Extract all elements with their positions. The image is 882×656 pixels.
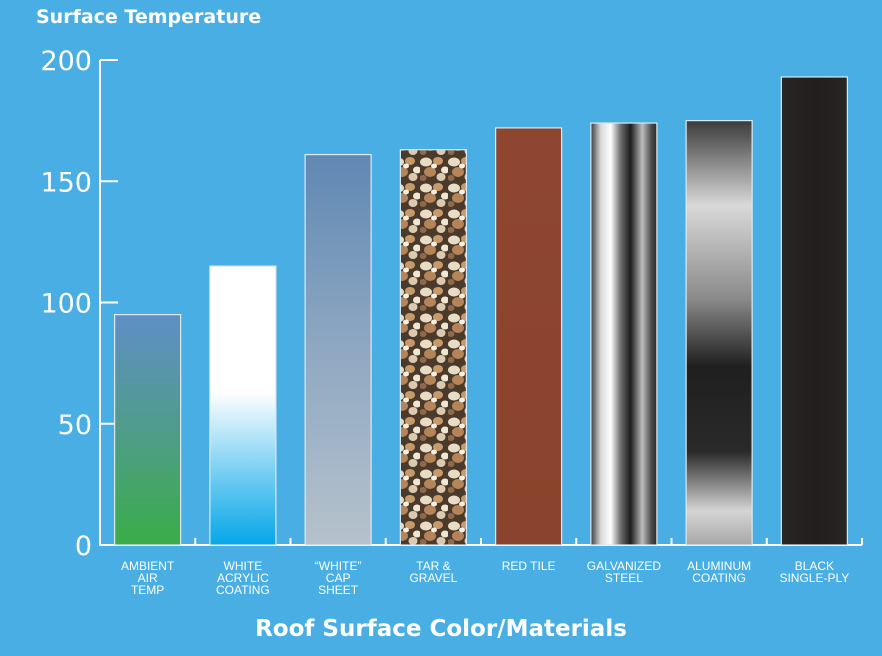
bar [495, 127, 563, 546]
x-tick-label: AMBIENT [121, 559, 175, 573]
x-tick-label: RED TILE [502, 559, 556, 573]
x-tick-label: BLACK [795, 559, 834, 573]
y-tick-label: 50 [58, 410, 92, 441]
x-tick-label: SHEET [318, 583, 359, 597]
bar [590, 122, 658, 546]
y-tick-label: 200 [40, 46, 92, 77]
x-tick-label: AIR [138, 571, 158, 585]
x-axis-label: Roof Surface Color/Materials [255, 616, 627, 642]
x-tick-label: GALVANIZED [587, 559, 662, 573]
x-tick-label: SINGLE-PLY [779, 571, 849, 585]
x-tick-label: ALUMINUM [687, 559, 751, 573]
x-tick-label: TEMP [131, 583, 164, 597]
y-tick-label: 0 [75, 531, 92, 562]
bar [399, 149, 467, 546]
y-tick-label: 100 [40, 289, 92, 320]
x-tick-label: STEEL [605, 571, 643, 585]
x-tick-label: “WHITE” [315, 559, 362, 573]
x-tick-label: WHITE [224, 559, 263, 573]
y-tick-label: 150 [40, 167, 92, 198]
x-tick-label: COATING [692, 571, 746, 585]
x-tick-label: CAP [326, 571, 351, 585]
chart-title: Surface Temperature [36, 6, 262, 28]
bar [209, 265, 277, 546]
bar [304, 153, 372, 546]
bar [114, 314, 182, 546]
x-tick-label: ACRYLIC [217, 571, 269, 585]
bar [685, 120, 753, 546]
x-tick-label: COATING [216, 583, 270, 597]
x-tick-label: GRAVEL [409, 571, 457, 585]
x-tick-label: TAR & [416, 559, 450, 573]
bar [780, 76, 848, 546]
